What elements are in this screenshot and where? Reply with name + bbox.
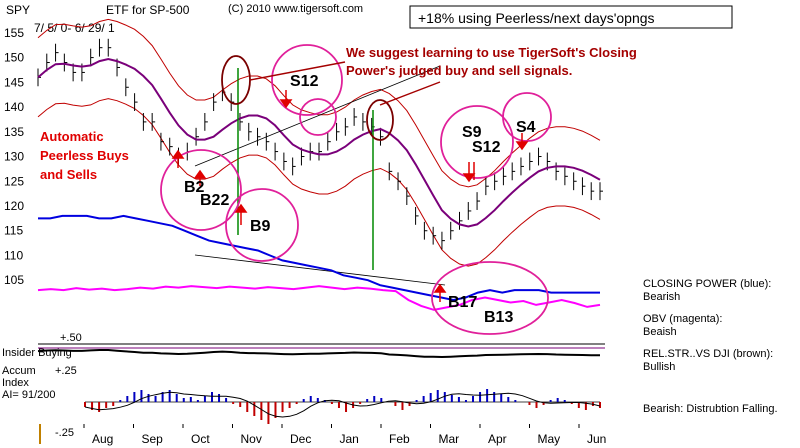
chart-title: ETF for SP-500 [106, 3, 190, 17]
y-axis: 155 150 145 140 135 130 125 120 115 110 105 [4, 26, 24, 287]
signal-circle-s4 [502, 92, 552, 142]
legend-value: Bearish [643, 291, 680, 303]
month-label: Feb [389, 432, 410, 446]
closing-power-line [38, 214, 600, 302]
legend-label: CLOSING POWER (blue): [643, 278, 771, 290]
buy-arrowhead-1 [171, 149, 185, 159]
month-label: Mar [439, 432, 460, 446]
trendline-upper [194, 65, 441, 167]
signal-label: S12 [290, 73, 319, 90]
signal-circle-b9 [225, 188, 299, 262]
ma-line [37, 57, 601, 228]
legend-label: OBV (magenta): [643, 313, 722, 325]
signal-label: S9 [462, 124, 482, 141]
insider-label: Insider Buying [2, 347, 72, 359]
obv-path [37, 285, 601, 311]
promo-line: We suggest learning to use TigerSoft's C… [346, 45, 637, 60]
buy-arrowhead-4 [433, 283, 447, 293]
month-label: May [538, 432, 561, 446]
legend-value: Bullish [643, 361, 675, 373]
y-tick-label: 130 [4, 150, 24, 164]
y-tick-label: 105 [4, 273, 24, 287]
rel-strength-path [37, 349, 600, 359]
month-label: Sep [142, 432, 164, 446]
trendline-lower [194, 254, 446, 286]
signal-label: S12 [472, 139, 501, 156]
bottom-note: Bearish: Distrubtion Falling. [643, 403, 778, 415]
promo-pointer-1 [249, 61, 346, 81]
month-label: Jan [340, 432, 359, 446]
sell-arrowhead-4 [515, 141, 529, 151]
accum-ma-path [84, 391, 601, 418]
moving-average [37, 57, 601, 228]
sell-arrowhead-2 [462, 173, 476, 183]
month-label: Jun [587, 432, 606, 446]
legend-value: Beaish [643, 326, 677, 338]
lower-band [37, 98, 601, 267]
copyright: (C) 2010 www.tigersoft.com [228, 3, 363, 15]
y-tick-label: 155 [4, 26, 24, 40]
y-tick-label: 115 [4, 224, 23, 238]
headline: +18% using Peerless/next days'opngs [418, 10, 655, 26]
signal-label: B9 [250, 218, 271, 235]
signal-label: S4 [516, 119, 536, 136]
obv-line [37, 285, 601, 311]
y-tick-label: 150 [4, 51, 24, 65]
bollinger-bands [37, 18, 601, 267]
promo-pointer-2 [379, 81, 441, 106]
signal-circle-b2 [160, 149, 242, 231]
month-label: Oct [191, 432, 210, 446]
signal-label: B2 [184, 179, 205, 196]
accum-histogram [84, 389, 601, 424]
signal-labels: B2 B22 B9 S12 S9 S12 S4 B17 B13 [184, 73, 536, 326]
accum-label-line: AI= 91/200 [2, 389, 56, 401]
signal-label: B22 [200, 192, 229, 209]
month-label: Apr [488, 432, 507, 446]
peerless-note-line: and Sells [40, 167, 97, 182]
x-axis: Aug Sep Oct Nov Dec Jan Feb Mar Apr May Jun [83, 424, 606, 446]
brown-circle-1 [221, 55, 251, 105]
month-label: Aug [92, 432, 113, 446]
signal-circle-b17-b13 [431, 261, 549, 335]
y-tick-label: 110 [4, 248, 23, 262]
signal-circle-s12 [271, 44, 343, 116]
sell-arrowhead-1 [279, 99, 293, 109]
month-label: Dec [290, 432, 311, 446]
ticker: SPY [6, 3, 30, 17]
accum-lower-level: -.25 [55, 427, 74, 439]
y-tick-label: 135 [4, 125, 24, 139]
date-range: 7/ 5/ 0- 6/ 29/ 1 [34, 21, 115, 35]
insider-level: +.50 [60, 332, 82, 344]
brown-circle-2 [366, 99, 394, 141]
y-tick-label: 140 [4, 100, 24, 114]
y-tick-label: 120 [4, 199, 24, 213]
y-tick-label: 145 [4, 75, 24, 89]
accum-label-line: Accum [2, 365, 36, 377]
buy-arrowhead-2 [193, 169, 207, 179]
accum-upper-level: +.25 [55, 365, 77, 377]
promo-line: Power's judged buy and sell signals. [346, 63, 572, 78]
accum-smoothed-line [84, 391, 601, 418]
peerless-note-line: Automatic [40, 129, 104, 144]
accum-label-line: Index [2, 377, 29, 389]
signal-label: B13 [484, 309, 513, 326]
y-tick-label: 125 [4, 174, 24, 188]
upper-band [37, 18, 601, 188]
signal-circle-small [299, 98, 337, 136]
closing-power-path [38, 214, 600, 302]
headline-box [409, 5, 733, 29]
peerless-note-line: Peerless Buys [40, 148, 129, 163]
legend-label: REL.STR..VS DJI (brown): [643, 348, 773, 360]
relative-strength-line [37, 349, 600, 359]
signal-label: B17 [448, 294, 477, 311]
buy-arrowhead-3 [234, 203, 248, 213]
signal-circle-s9 [440, 105, 514, 179]
month-label: Nov [241, 432, 262, 446]
